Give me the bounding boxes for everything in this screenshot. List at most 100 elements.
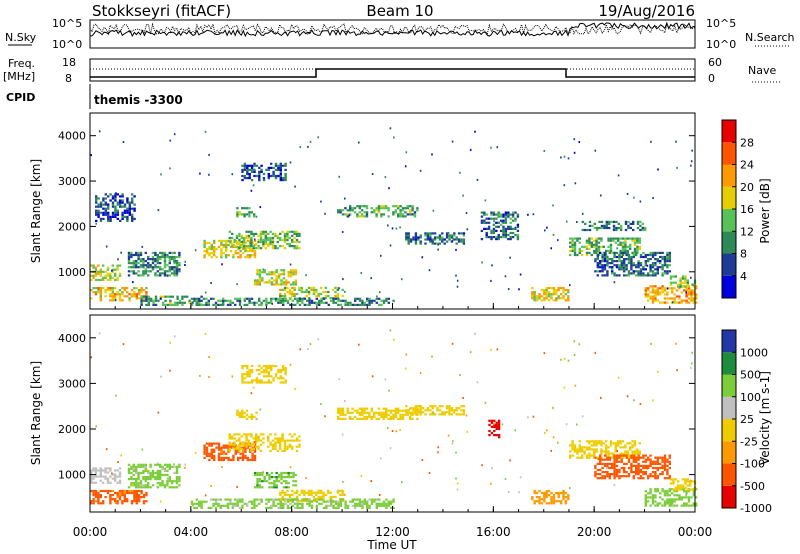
velocity-cell: [621, 446, 625, 449]
power-cell: [225, 239, 228, 242]
velocity-cell: [562, 498, 565, 501]
colorbar-tick-label: 16: [740, 203, 754, 216]
velocity-cell: [92, 502, 95, 505]
velocity-cell: [262, 375, 266, 378]
power-cell: [119, 203, 122, 206]
velocity-cell: [623, 454, 626, 457]
power-cell: [137, 270, 140, 273]
velocity-cell: [142, 471, 145, 475]
velocity-cell: [600, 440, 603, 443]
velocity-cell: [414, 413, 418, 416]
power-cell: [250, 211, 253, 214]
velocity-cell: [560, 358, 562, 361]
velocity-cell: [178, 463, 181, 466]
power-cell: [596, 264, 599, 267]
velocity-cell: [564, 500, 568, 503]
power-cell: [227, 254, 230, 257]
power-cell: [248, 164, 251, 167]
power-cell: [270, 277, 274, 280]
velocity-cell: [303, 498, 306, 501]
velocity-cell: [573, 446, 577, 449]
power-cell: [245, 207, 249, 210]
power-cell: [466, 228, 469, 231]
power-cell: [163, 258, 167, 261]
velocity-cell: [456, 482, 459, 485]
power-cell: [142, 258, 145, 261]
velocity-cell: [590, 448, 593, 451]
velocity-cell: [277, 498, 280, 501]
power-cell: [145, 293, 148, 296]
power-cell: [690, 276, 692, 279]
velocity-cell: [497, 436, 501, 439]
velocity-cell: [238, 411, 241, 414]
power-cell: [647, 274, 650, 277]
power-cell: [225, 248, 228, 251]
power-cell: [274, 232, 277, 235]
power-cell: [264, 243, 267, 246]
power-cell: [238, 243, 241, 246]
power-cell: [118, 264, 122, 267]
velocity-cell: [614, 446, 617, 449]
power-cell: [594, 149, 597, 152]
power-cell: [644, 268, 647, 271]
power-cell: [368, 303, 371, 306]
velocity-cell: [135, 467, 138, 470]
power-cell: [649, 258, 652, 261]
power-cell: [407, 232, 410, 235]
velocity-cell: [135, 494, 138, 497]
power-cell: [258, 271, 262, 274]
power-cell: [661, 268, 664, 271]
velocity-cell: [109, 475, 112, 478]
velocity-cell: [358, 500, 362, 503]
power-cell: [448, 238, 451, 241]
velocity-cell: [289, 363, 292, 366]
velocity-cell: [229, 498, 232, 501]
velocity-cell: [252, 441, 255, 444]
power-cell: [97, 205, 100, 208]
power-cell: [659, 291, 662, 294]
velocity-cell: [238, 415, 241, 418]
velocity-cell: [563, 386, 566, 389]
power-cell: [123, 205, 127, 208]
power-cell: [424, 238, 427, 241]
power-cell: [175, 268, 179, 271]
velocity-cell: [599, 462, 602, 465]
power-cell: [128, 299, 131, 302]
velocity-cell: [550, 498, 553, 501]
velocity-cell: [168, 467, 171, 470]
power-cell: [238, 211, 241, 214]
power-cell: [502, 236, 505, 239]
velocity-cell: [225, 446, 228, 449]
velocity-cell: [365, 415, 369, 418]
velocity-cell: [557, 494, 560, 497]
power-cell: [493, 220, 495, 223]
power-cell: [289, 297, 292, 300]
power-cell: [220, 256, 223, 259]
power-cell: [154, 274, 157, 277]
velocity-cell: [540, 491, 544, 495]
power-cell: [284, 297, 287, 300]
power-cell: [289, 263, 292, 266]
power-cell: [613, 281, 616, 284]
velocity-cell: [279, 437, 282, 440]
velocity-cell: [259, 449, 263, 452]
power-cell: [203, 250, 206, 253]
velocity-cell: [600, 444, 603, 447]
velocity-cell: [538, 502, 541, 505]
velocity-cell: [668, 500, 671, 503]
power-cell: [661, 287, 664, 290]
power-cell: [433, 238, 437, 241]
power-cell: [95, 205, 98, 208]
velocity-cell: [689, 482, 692, 485]
velocity-cell: [296, 498, 299, 501]
colorbar-swatch: [722, 142, 736, 165]
velocity-cell: [552, 496, 556, 499]
velocity-cell: [118, 479, 122, 482]
power-cell: [651, 301, 655, 304]
power-cell: [600, 245, 603, 248]
velocity-cell: [562, 494, 565, 497]
power-cell: [270, 174, 273, 178]
velocity-cell: [397, 407, 400, 410]
power-cell: [462, 234, 466, 237]
power-cell: [132, 262, 135, 265]
